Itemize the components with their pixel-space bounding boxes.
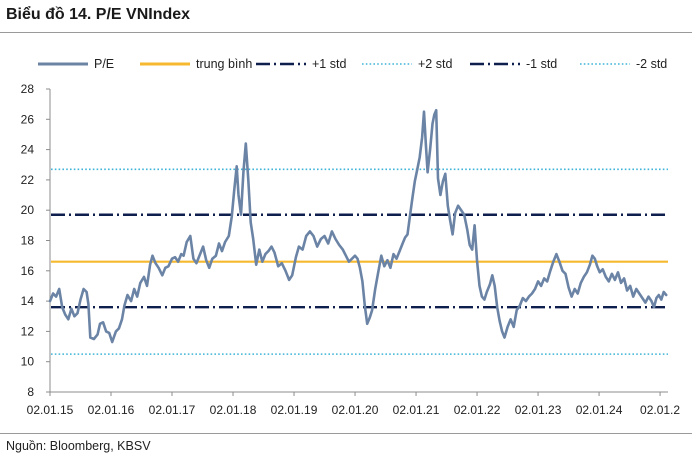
x-tick-label: 02.01.20: [332, 403, 379, 417]
legend-label: +1 std: [312, 57, 346, 71]
x-tick-label: 02.01.24: [576, 403, 623, 417]
legend-label: -1 std: [526, 57, 557, 71]
x-tick-label: 02.01.2: [640, 403, 680, 417]
y-tick-label: 14: [21, 294, 35, 308]
x-tick-label: 02.01.15: [27, 403, 74, 417]
chart-legend: P/E trung bình +1 std +2 std -1 std -2 std: [38, 57, 667, 71]
y-tick-label: 16: [21, 264, 35, 278]
x-tick-label: 02.01.23: [515, 403, 562, 417]
y-tick-label: 8: [27, 385, 34, 399]
title-divider: [0, 32, 692, 33]
legend-label: -2 std: [636, 57, 667, 71]
chart-title: Biểu đồ 14. P/E VNIndex: [6, 6, 191, 23]
y-tick-label: 24: [21, 143, 35, 157]
source-note: Nguồn: Bloomberg, KBSV: [6, 439, 151, 453]
x-tick-label: 02.01.18: [210, 403, 257, 417]
x-tick-label: 02.01.22: [454, 403, 501, 417]
chart-axes: 8 10 12 14 16 18 20 22 24 26 28 02.01.15 02.01.16 02.…: [21, 82, 681, 417]
y-tick-label: 28: [21, 82, 35, 96]
series-line: [48, 108, 668, 344]
x-tick-label: 02.01.16: [88, 403, 135, 417]
source-divider: [0, 433, 692, 434]
y-tick-label: 12: [21, 324, 35, 338]
y-tick-label: 26: [21, 112, 35, 126]
pe-chart: P/E trung bình +1 std +2 std -1 std -2 std 8 1…: [21, 57, 681, 417]
legend-label: P/E: [94, 57, 114, 71]
series-layer: [48, 108, 668, 344]
x-tick-label: 02.01.19: [271, 403, 318, 417]
legend-label: +2 std: [418, 57, 452, 71]
y-tick-label: 18: [21, 234, 35, 248]
x-tick-label: 02.01.17: [149, 403, 196, 417]
x-tick-label: 02.01.21: [393, 403, 440, 417]
legend-label: trung bình: [196, 57, 252, 71]
y-tick-label: 22: [21, 173, 35, 187]
y-tick-label: 20: [21, 203, 35, 217]
y-tick-label: 10: [21, 355, 35, 369]
